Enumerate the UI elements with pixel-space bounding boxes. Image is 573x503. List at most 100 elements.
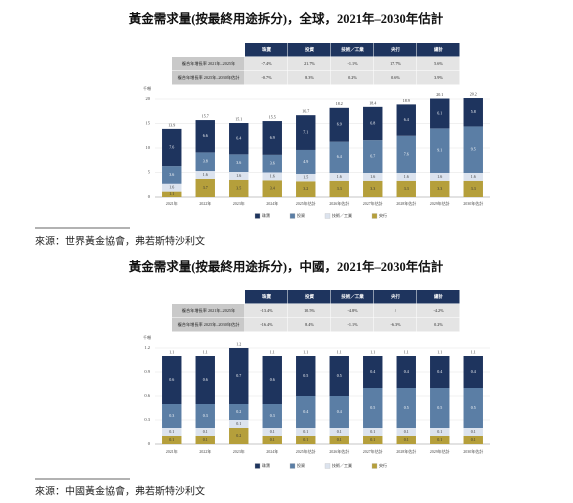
table-header-cell <box>417 290 460 304</box>
bar-value-label: 3.3 <box>404 186 409 191</box>
table-cell-text: -4.2% <box>433 308 444 313</box>
bar-segment <box>363 180 383 197</box>
bar-segment <box>463 172 483 181</box>
bar-segment <box>162 128 182 167</box>
bar-segment <box>195 436 215 444</box>
bar-value-label: 3.6 <box>169 172 174 177</box>
x-tick-label: 2024年 <box>266 448 278 454</box>
table-cell-text: 0.2% <box>434 322 443 327</box>
bar-value-label: 3.8 <box>203 159 208 164</box>
bar-value-label: 7.6 <box>169 144 174 149</box>
table-cell <box>417 57 460 71</box>
table-cell-text: 複合年增長率 2025年–2030年估計 <box>178 321 240 328</box>
bar-segment <box>296 149 316 174</box>
bar-segment <box>162 404 182 428</box>
bar-value-label: 0.1 <box>471 437 476 442</box>
table-cell <box>417 318 460 332</box>
legend-swatch <box>324 463 331 469</box>
bar-total-label: 18.4 <box>369 100 376 105</box>
bar-value-label: 3.7 <box>203 185 208 190</box>
y-axis-label: 千噸 <box>143 85 151 91</box>
bar-value-label: 0.3 <box>270 413 275 418</box>
table-header: 投資 <box>305 293 314 300</box>
bar-segment <box>162 436 182 444</box>
table-header-cell <box>331 290 374 304</box>
bar-segment <box>329 356 349 396</box>
bar-segment <box>396 135 416 173</box>
bar-total-label: 1.1 <box>169 349 174 354</box>
bar-segment <box>430 180 450 197</box>
bar-segment <box>329 141 349 173</box>
bar-segment <box>463 180 483 197</box>
x-tick-label: 2027年估計 <box>363 200 383 206</box>
bar-segment <box>329 172 349 181</box>
y-tick-label: 0 <box>148 441 151 446</box>
bar-segment <box>229 172 249 180</box>
bar-value-label: 6.1 <box>437 110 442 115</box>
bar-segment <box>195 171 215 179</box>
bar-segment <box>162 166 182 184</box>
legend-swatch <box>371 213 378 219</box>
table-header-cell <box>245 43 288 57</box>
bar-segment <box>396 356 416 388</box>
bar-segment <box>363 140 383 173</box>
bar-segment <box>262 436 282 444</box>
bar-total-label: 1.1 <box>370 349 375 354</box>
bar-total-label: 16.7 <box>302 109 309 114</box>
x-tick-label: 2025年估計 <box>296 200 316 206</box>
legend-swatch <box>289 213 296 219</box>
legend-swatch <box>324 213 331 219</box>
legend-swatch <box>254 213 261 219</box>
bar-value-label: 3.3 <box>370 186 375 191</box>
bar-total-label: 15.7 <box>202 113 209 118</box>
y-tick-label: 10 <box>146 145 151 150</box>
table-cell <box>172 304 245 318</box>
table-cell <box>331 71 374 85</box>
bar-value-label: 6.6 <box>203 133 208 138</box>
bar-segment <box>396 180 416 197</box>
table-cell <box>374 318 417 332</box>
bar-value-label: 6.4 <box>236 136 241 141</box>
bar-value-label: 0.5 <box>337 373 342 378</box>
legend-label: 技術／工業 <box>332 212 352 218</box>
legend-label: 投資 <box>297 462 305 468</box>
table-cell-text: -16.4% <box>260 322 273 327</box>
bar-total-label: 15.5 <box>269 114 276 119</box>
bar-value-label: 3.3 <box>437 186 442 191</box>
y-tick-label: 15 <box>146 121 151 126</box>
legend-swatch <box>371 463 378 469</box>
bar-segment <box>430 172 450 181</box>
table-cell <box>172 318 245 332</box>
bar-segment <box>363 388 383 428</box>
bar-total-label: 1.1 <box>337 349 342 354</box>
bar-value-label: 0.5 <box>404 405 409 410</box>
table-header-cell <box>417 43 460 57</box>
bar-segment <box>430 436 450 444</box>
x-tick-label: 2023年 <box>233 200 245 206</box>
bar-value-label: 7.6 <box>404 151 409 156</box>
bar-segment <box>396 388 416 428</box>
x-tick-label: 2028年估計 <box>396 448 416 454</box>
bar-value-label: 3.4 <box>270 186 275 191</box>
bar-segment <box>162 356 182 404</box>
bar-value-label: 3.3 <box>337 186 342 191</box>
table-header: 央行 <box>391 46 400 53</box>
bar-segment <box>396 104 416 136</box>
bar-value-label: 0.1 <box>236 421 241 426</box>
bar-value-label: 0.1 <box>370 429 375 434</box>
bar-value-label: 0.6 <box>203 377 208 382</box>
x-tick-label: 2026年估計 <box>329 448 349 454</box>
bar-total-label: 1.1 <box>270 349 275 354</box>
table-cell-text: 5.6% <box>434 61 443 66</box>
bar-segment <box>262 154 282 173</box>
y-tick-label: 5 <box>148 170 151 175</box>
bar-segment <box>430 98 450 129</box>
y-tick-label: 0.3 <box>144 417 150 422</box>
bar-value-label: 0.5 <box>471 405 476 410</box>
bar-value-label: 0.5 <box>437 405 442 410</box>
bar-value-label: 1.6 <box>437 174 442 179</box>
legend-label: 央行 <box>379 462 387 468</box>
bar-segment <box>463 98 483 127</box>
bar-value-label: 0.2 <box>236 433 241 438</box>
bar-segment <box>229 420 249 428</box>
